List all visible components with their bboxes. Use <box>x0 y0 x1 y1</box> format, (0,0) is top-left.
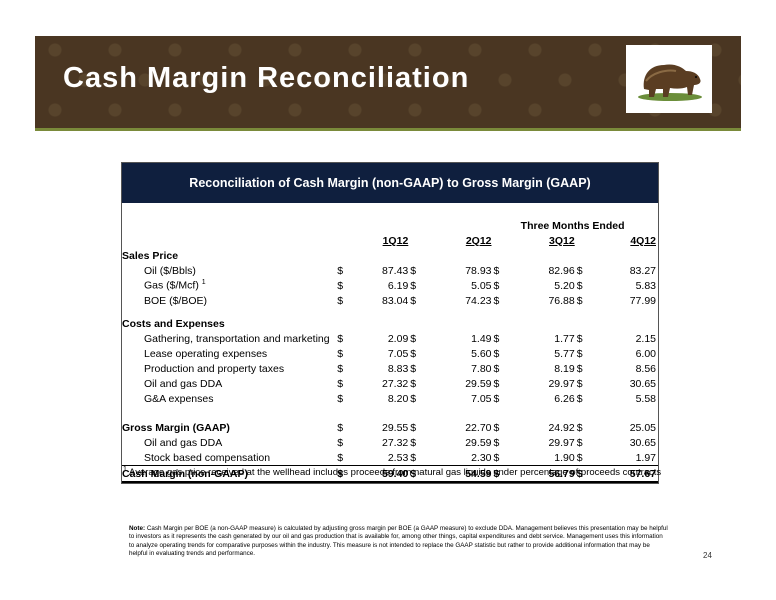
bear-icon <box>638 64 702 101</box>
col-1q12: 1Q12 <box>382 234 409 247</box>
slide-title: Cash Margin Reconciliation <box>63 62 470 94</box>
footnote-marker: 1 <box>123 466 127 473</box>
footnote-text: Average gas price received at the wellhe… <box>129 467 662 479</box>
section-costs: Costs and Expenses <box>122 317 225 330</box>
table-row-total: Cash Margin (non-GAAP) $59.40 $54.59 $56… <box>122 465 658 483</box>
banner-accent-line <box>35 128 741 131</box>
footnote: 1 Average gas price received at the well… <box>123 466 661 478</box>
period-header: Three Months Ended <box>520 219 625 232</box>
table-row: Oil ($/Bbls) $87.43 $78.93 $82.96 $83.27 <box>144 264 656 277</box>
col-2q12: 2Q12 <box>465 234 492 247</box>
note-text: Cash Margin per BOE (a non-GAAP measure)… <box>129 525 668 557</box>
col-4q12: 4Q12 <box>630 234 656 247</box>
table-row: Oil and gas DDA $27.32 $29.59 $29.97 $30… <box>144 377 656 390</box>
table-row: BOE ($/BOE) $83.04 $74.23 $76.88 $77.99 <box>144 294 656 307</box>
management-note: Note: Cash Margin per BOE (a non-GAAP me… <box>129 525 669 558</box>
table-row: Oil and gas DDA $27.32 $29.59 $29.97 $30… <box>144 436 656 449</box>
reconciliation-table: Reconciliation of Cash Margin (non-GAAP)… <box>121 162 659 484</box>
table-row: Gas ($/Mcf) 1 $6.19 $5.05 $5.20 $5.83 <box>144 279 656 292</box>
table-row: Production and property taxes $8.83 $7.8… <box>144 362 656 375</box>
note-label: Note: <box>129 525 146 532</box>
section-sales: Sales Price <box>122 249 179 262</box>
table-title: Reconciliation of Cash Margin (non-GAAP)… <box>122 163 658 203</box>
table-row: Gross Margin (GAAP) $29.55 $22.70 $24.92… <box>122 421 656 434</box>
table-row: Gathering, transportation and marketing … <box>144 332 656 345</box>
title-banner <box>35 36 741 128</box>
page-number: 24 <box>703 551 712 560</box>
col-3q12: 3Q12 <box>549 234 575 247</box>
table-row: Stock based compensation $2.53 $2.30 $1.… <box>144 450 658 466</box>
table-row: Lease operating expenses $7.05 $5.60 $5.… <box>144 347 656 360</box>
table-row: G&A expenses $8.20 $7.05 $6.26 $5.58 <box>144 392 656 405</box>
bear-logo <box>626 45 712 113</box>
